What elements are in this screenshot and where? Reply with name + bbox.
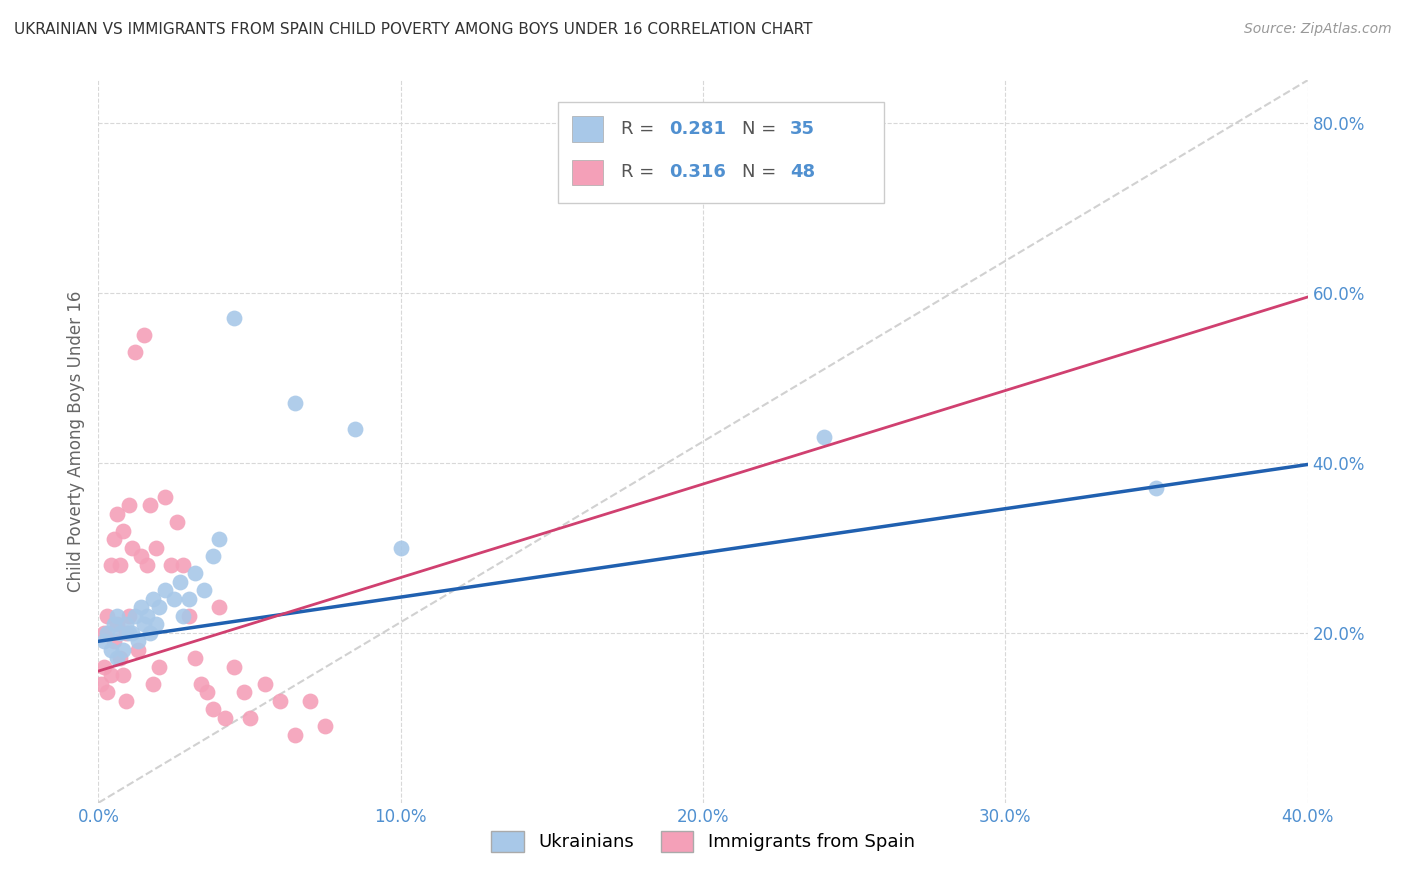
Text: UKRAINIAN VS IMMIGRANTS FROM SPAIN CHILD POVERTY AMONG BOYS UNDER 16 CORRELATION: UKRAINIAN VS IMMIGRANTS FROM SPAIN CHILD… (14, 22, 813, 37)
Point (202, 702, 225, 716)
Point (224, 311, 246, 326)
Point (299, 694, 322, 708)
Text: 0.316: 0.316 (669, 163, 725, 181)
Point (160, 558, 183, 572)
Point (163, 591, 186, 606)
Point (129, 549, 152, 564)
Point (190, 677, 212, 691)
Point (344, 422, 367, 436)
Point (114, 694, 136, 708)
Point (208, 533, 231, 547)
Point (232, 685, 254, 699)
Point (179, 591, 201, 606)
Text: Source: ZipAtlas.com: Source: ZipAtlas.com (1244, 22, 1392, 37)
Point (172, 608, 194, 623)
Point (172, 558, 194, 572)
Point (111, 668, 134, 682)
Point (111, 642, 134, 657)
Point (202, 549, 225, 564)
Point (105, 651, 128, 665)
Point (124, 345, 146, 359)
Point (114, 617, 136, 632)
Point (208, 600, 231, 615)
Point (108, 558, 131, 572)
Bar (572, 160, 603, 185)
Point (389, 541, 412, 555)
Point (1144, 481, 1167, 495)
Point (124, 608, 146, 623)
Point (214, 711, 236, 725)
Point (184, 651, 207, 665)
Point (127, 642, 149, 657)
Point (121, 541, 143, 555)
Text: R =: R = (621, 120, 659, 138)
Point (284, 396, 307, 410)
Text: R =: R = (621, 163, 659, 181)
Point (121, 625, 143, 640)
Point (96, 625, 118, 640)
Point (148, 660, 170, 674)
FancyBboxPatch shape (558, 102, 884, 203)
Point (129, 600, 152, 615)
Point (224, 660, 246, 674)
Point (93, 660, 115, 674)
Point (118, 498, 141, 512)
Point (105, 507, 128, 521)
Point (118, 608, 141, 623)
Point (135, 608, 157, 623)
Point (284, 728, 307, 742)
Point (269, 694, 291, 708)
Point (813, 430, 835, 444)
Point (114, 625, 136, 640)
Text: N =: N = (742, 120, 782, 138)
Text: 48: 48 (790, 163, 815, 181)
Point (103, 634, 125, 648)
Point (127, 634, 149, 648)
Point (90, 677, 112, 691)
Point (100, 558, 122, 572)
Point (93, 634, 115, 648)
Point (142, 591, 165, 606)
Bar (572, 116, 603, 142)
Point (142, 677, 165, 691)
Point (314, 719, 336, 733)
Point (145, 541, 167, 555)
Point (132, 328, 155, 343)
Point (105, 617, 128, 632)
Point (139, 625, 162, 640)
Point (195, 685, 218, 699)
Point (148, 600, 170, 615)
Y-axis label: Child Poverty Among Boys Under 16: Child Poverty Among Boys Under 16 (66, 291, 84, 592)
Point (118, 625, 141, 640)
Point (100, 642, 122, 657)
Text: 35: 35 (790, 120, 815, 138)
Point (153, 490, 176, 504)
Point (96, 608, 118, 623)
Point (145, 617, 167, 632)
Text: 0.281: 0.281 (669, 120, 725, 138)
Point (135, 558, 157, 572)
Point (139, 498, 162, 512)
Point (239, 711, 262, 725)
Point (108, 625, 131, 640)
Point (132, 617, 155, 632)
Point (153, 583, 176, 598)
Point (184, 566, 207, 581)
Point (100, 668, 122, 682)
Point (108, 651, 131, 665)
Point (103, 533, 125, 547)
Point (96, 685, 118, 699)
Point (179, 608, 201, 623)
Legend: Ukrainians, Immigrants from Spain: Ukrainians, Immigrants from Spain (484, 823, 922, 859)
Point (169, 574, 191, 589)
Point (166, 516, 188, 530)
Point (193, 583, 215, 598)
Point (105, 608, 128, 623)
Text: N =: N = (742, 163, 782, 181)
Point (253, 677, 276, 691)
Point (103, 617, 125, 632)
Point (111, 524, 134, 538)
Point (93, 625, 115, 640)
